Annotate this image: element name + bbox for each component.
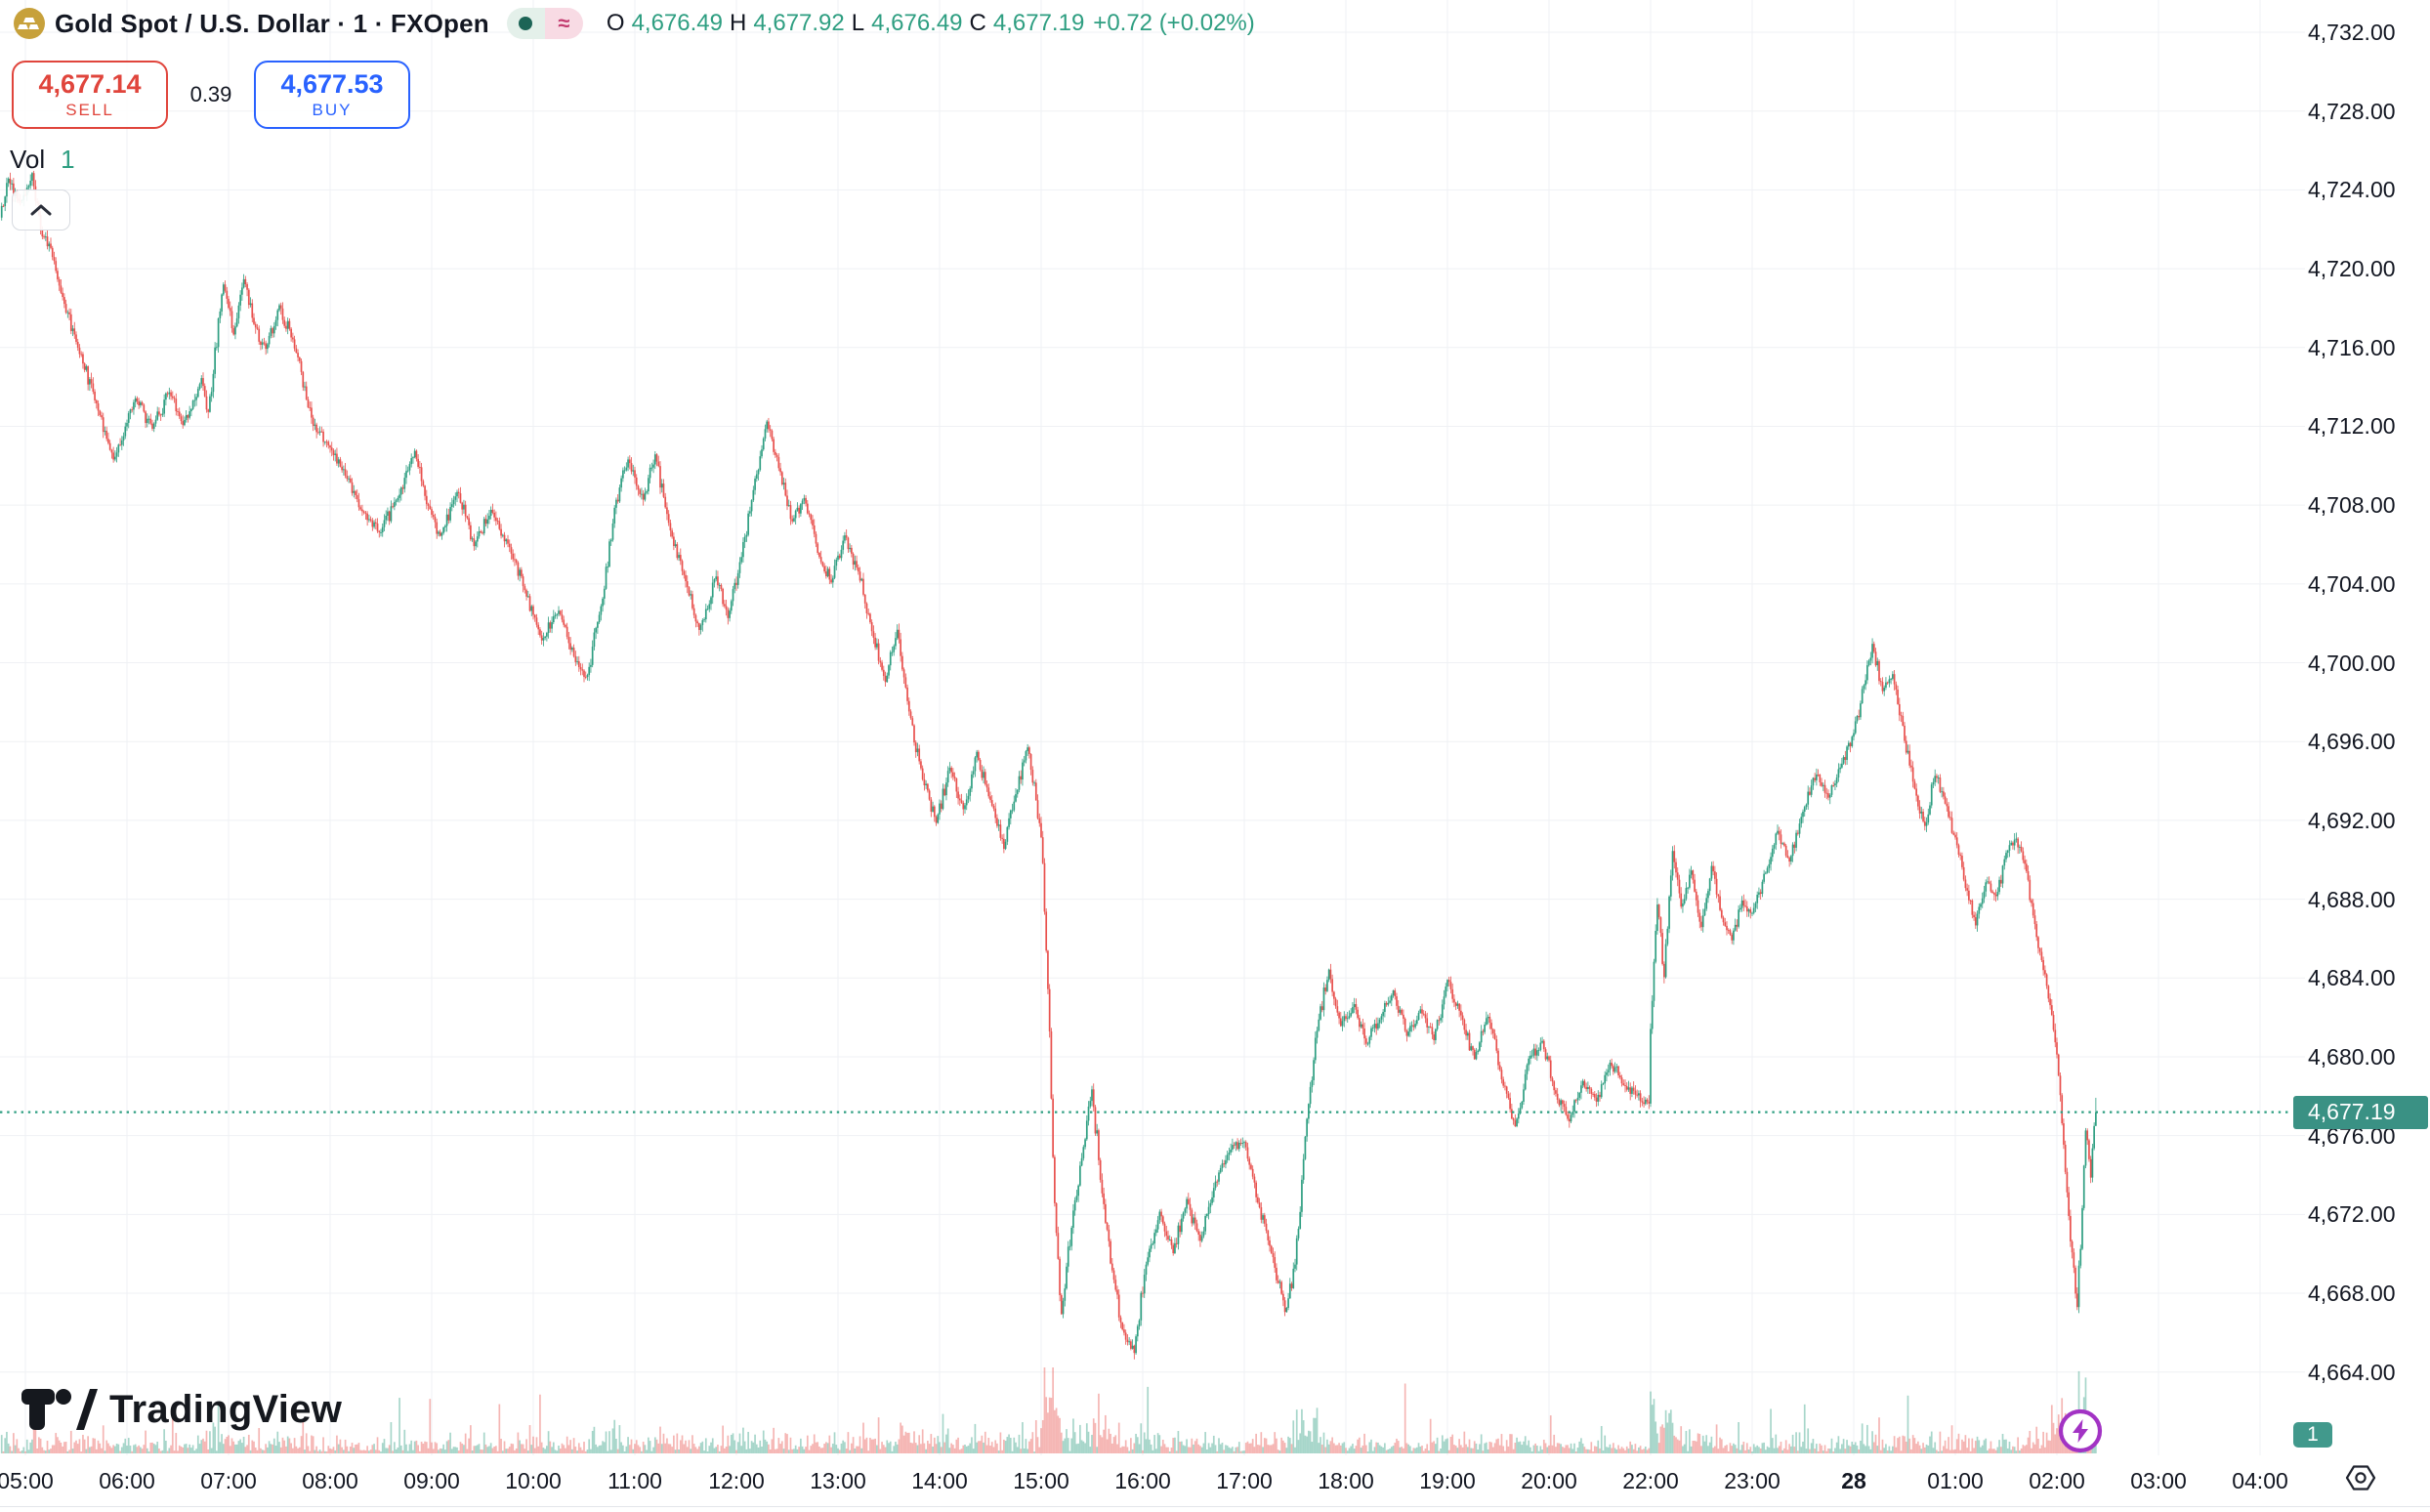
spread-value: 0.39 — [189, 82, 232, 106]
buy-label: BUY — [312, 100, 353, 119]
volume-value: 1 — [61, 145, 75, 174]
time-tick-label: 11:00 — [608, 1468, 662, 1493]
flash-order-button[interactable] — [2057, 1407, 2104, 1454]
price-tick-label: 4,684.00 — [2308, 965, 2396, 991]
open-value: 4,676.49 — [631, 10, 723, 36]
time-tick-label: 10:00 — [505, 1468, 562, 1493]
time-tick-label: 16:00 — [1114, 1468, 1171, 1493]
time-tick-label: 18:00 — [1318, 1468, 1374, 1493]
sell-price: 4,677.14 — [38, 69, 142, 100]
buy-button[interactable]: 4,677.53 BUY — [254, 61, 410, 129]
time-tick-label: 28 — [1841, 1468, 1866, 1493]
price-tick-label: 4,692.00 — [2308, 807, 2396, 833]
change-value: +0.72 (+0.02%) — [1093, 10, 1255, 36]
time-axis[interactable]: 05:00 06:00 07:00 08:00 09:00 10:00 11:00 12:00… — [0, 1455, 2430, 1507]
volume-label: Vol — [10, 145, 46, 174]
low-label: L — [851, 10, 865, 36]
price-tick-label: 4,728.00 — [2308, 98, 2396, 124]
time-tick-label: 02:00 — [2029, 1468, 2085, 1493]
market-status-pill[interactable]: ≈ — [506, 8, 583, 39]
time-tick-label: 07:00 — [200, 1468, 257, 1493]
buy-price: 4,677.53 — [280, 69, 384, 100]
high-value: 4,677.92 — [753, 10, 845, 36]
lightning-icon — [2058, 1408, 2103, 1453]
time-tick-label: 20:00 — [1521, 1468, 1577, 1493]
time-tick-label: 22:00 — [1622, 1468, 1679, 1493]
volume-legend: Vol 1 — [10, 145, 75, 175]
price-tick-label: 4,664.00 — [2308, 1359, 2396, 1385]
market-open-icon — [506, 8, 545, 39]
time-tick-label: 17:00 — [1216, 1468, 1273, 1493]
time-tick-label: 05:00 — [0, 1468, 54, 1493]
price-tick-label: 4,700.00 — [2308, 650, 2396, 676]
price-tick-label: 4,724.00 — [2308, 177, 2396, 203]
price-axis[interactable]: 4,732.00 4,728.00 4,724.00 4,720.00 4,716.00… — [2291, 0, 2430, 1455]
grid-lines — [0, 0, 2305, 1455]
time-tick-label: 23:00 — [1724, 1468, 1781, 1493]
delayed-data-icon: ≈ — [544, 8, 583, 39]
time-tick-label: 09:00 — [403, 1468, 460, 1493]
price-tick-label: 4,708.00 — [2308, 492, 2396, 519]
symbol-header: Gold Spot / U.S. Dollar · 1 · FXOpen ≈ O… — [14, 8, 1255, 39]
low-value: 4,676.49 — [871, 10, 963, 36]
price-tick-label: 4,688.00 — [2308, 886, 2396, 912]
price-tick-label: 4,696.00 — [2308, 729, 2396, 755]
price-tick-label: 4,668.00 — [2308, 1281, 2396, 1307]
time-tick-label: 01:00 — [1927, 1468, 1984, 1493]
time-tick-label: 12:00 — [708, 1468, 765, 1493]
time-tick-label: 06:00 — [99, 1468, 155, 1493]
tradingview-logo[interactable]: TradingView — [20, 1387, 342, 1432]
symbol-title[interactable]: Gold Spot / U.S. Dollar · 1 · FXOpen — [55, 8, 489, 38]
time-tick-label: 03:00 — [2130, 1468, 2187, 1493]
time-tick-label: 08:00 — [302, 1468, 358, 1493]
interval-badge[interactable]: 1 — [2293, 1422, 2332, 1448]
price-tick-label: 4,732.00 — [2308, 20, 2396, 45]
hexagon-settings-icon — [2345, 1465, 2376, 1491]
time-tick-label: 15:00 — [1013, 1468, 1069, 1493]
chevron-up-icon — [30, 204, 52, 216]
ohlc-readout: O 4,676.49 H 4,677.92 L 4,676.49 C 4,677.19 … — [607, 10, 1255, 37]
gold-symbol-icon — [14, 8, 45, 39]
time-tick-label: 19:00 — [1419, 1468, 1476, 1493]
price-tick-label: 4,704.00 — [2308, 570, 2396, 597]
trade-buttons: 4,677.14 SELL 0.39 4,677.53 BUY — [12, 61, 410, 129]
price-tick-label: 4,712.00 — [2308, 413, 2396, 440]
last-price-label: 4,677.19 — [2293, 1095, 2428, 1129]
collapse-panel-button[interactable] — [12, 189, 70, 231]
sell-button[interactable]: 4,677.14 SELL — [12, 61, 168, 129]
price-tick-label: 4,716.00 — [2308, 334, 2396, 360]
sell-label: SELL — [65, 100, 114, 119]
close-label: C — [969, 10, 986, 36]
tradingview-mark-icon — [21, 1389, 98, 1430]
time-tick-label: 14:00 — [911, 1468, 968, 1493]
price-tick-label: 4,672.00 — [2308, 1201, 2396, 1228]
high-label: H — [729, 10, 747, 36]
axis-settings-button[interactable] — [2344, 1461, 2377, 1494]
candles — [0, 170, 2097, 1360]
open-label: O — [606, 10, 625, 36]
close-value: 4,677.19 — [992, 10, 1085, 36]
price-tick-label: 4,720.00 — [2308, 256, 2396, 282]
time-tick-label: 04:00 — [2232, 1468, 2288, 1493]
tradingview-logo-text: TradingView — [109, 1387, 343, 1431]
time-tick-label: 13:00 — [810, 1468, 866, 1493]
price-tick-label: 4,680.00 — [2308, 1043, 2396, 1070]
